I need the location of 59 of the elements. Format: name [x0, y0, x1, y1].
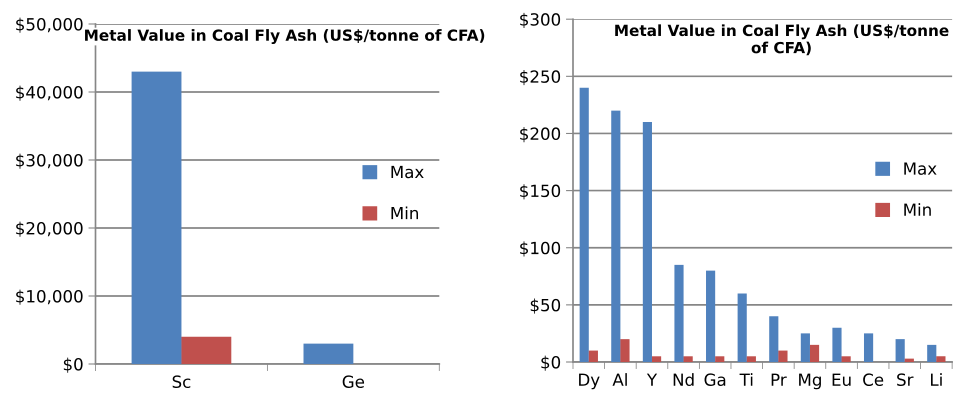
bar	[904, 358, 914, 362]
x-tick-label: Pr	[772, 374, 787, 386]
bar	[810, 344, 820, 362]
bar	[304, 344, 354, 364]
y-tick-label: $10,000	[16, 290, 83, 305]
bar	[778, 350, 788, 362]
x-tick-label: Dy	[579, 374, 600, 390]
bar	[181, 336, 232, 364]
bar	[746, 356, 756, 362]
bar	[896, 339, 905, 362]
bar	[936, 356, 946, 362]
y-tick-label: $300	[520, 12, 560, 28]
x-tick-label: Y	[646, 374, 658, 386]
text: Metal Value in Coal Fly Ash (US$/tonne of CFA)	[615, 24, 948, 56]
bar	[864, 333, 874, 362]
y-tick-label: $50,000	[16, 18, 83, 33]
bar	[832, 328, 842, 362]
bar	[842, 356, 851, 362]
x-tick-label: Al	[612, 373, 627, 386]
bar	[674, 264, 684, 362]
x-tick-label: Ce	[863, 373, 884, 386]
bar	[927, 344, 936, 362]
legend-label: Max	[391, 166, 424, 178]
bar	[611, 110, 620, 362]
x-tick-label: Li	[931, 373, 942, 386]
y-tick-label: $250	[520, 70, 560, 86]
bar	[738, 293, 747, 362]
bar	[706, 270, 716, 362]
bar	[769, 316, 778, 362]
y-tick-label: $150	[520, 184, 560, 200]
y-tick-label: $30,000	[16, 154, 83, 169]
y-tick-label: $100	[520, 241, 560, 257]
y-tick-label: $0	[64, 358, 83, 373]
bar	[800, 333, 810, 362]
x-tick-label: Ti	[740, 373, 752, 386]
x-tick-label: Eu	[832, 374, 851, 386]
legend-label: Min	[904, 203, 931, 216]
bar	[684, 356, 693, 362]
x-tick-label: Sr	[897, 373, 914, 386]
legend-label: Min	[391, 206, 418, 220]
y-tick-label: $200	[520, 127, 560, 142]
bar	[620, 339, 630, 362]
x-tick-label: Nd	[674, 373, 694, 386]
bar	[652, 356, 662, 362]
y-tick-label: $40,000	[16, 86, 83, 101]
y-tick-label: $20,000	[16, 222, 83, 237]
bar	[580, 88, 589, 362]
x-tick-label: Ga	[704, 373, 726, 386]
legend-label: Max	[904, 162, 937, 175]
x-tick-label: Ge	[342, 375, 364, 388]
y-tick-label: $50	[530, 298, 560, 314]
bar	[642, 122, 652, 362]
x-tick-label: Mg	[799, 374, 821, 390]
bar	[588, 350, 598, 362]
bar	[715, 356, 724, 362]
y-tick-label: $0	[541, 356, 560, 371]
chart-title: Metal Value in Coal Fly Ash (US$/tonne of CFA)	[85, 29, 484, 44]
x-tick-label: Sc	[172, 375, 190, 388]
bar	[132, 72, 182, 364]
